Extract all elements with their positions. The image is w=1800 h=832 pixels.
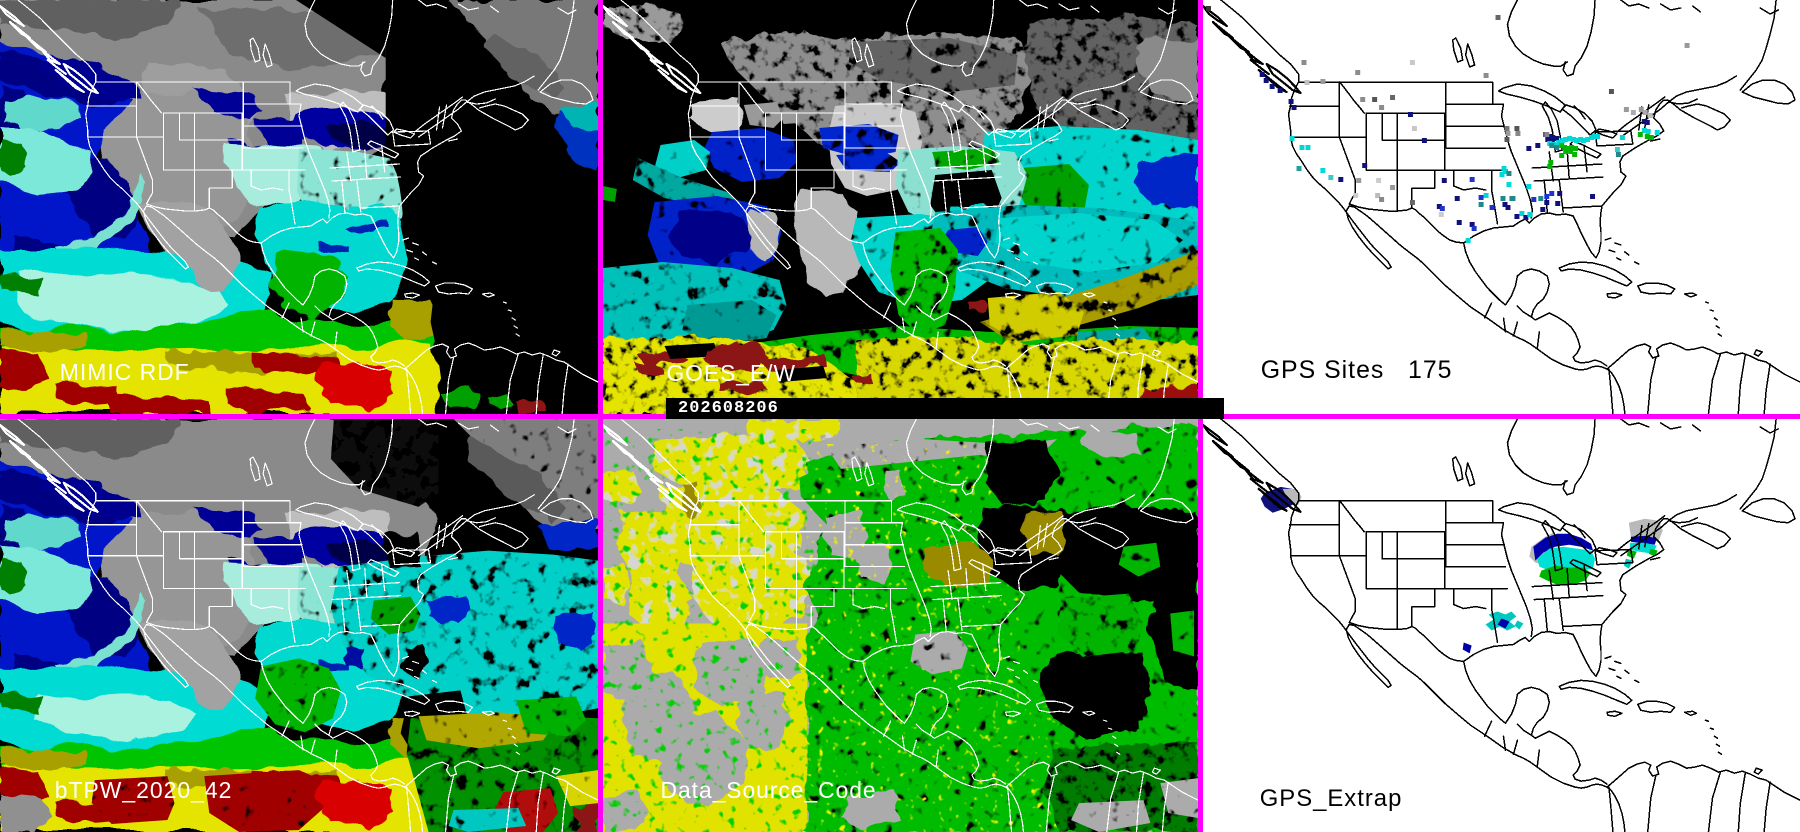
svg-text:Data_Source_Code: Data_Source_Code — [661, 777, 877, 803]
svg-text:MIMIC RDF: MIMIC RDF — [60, 359, 190, 385]
svg-text:GOES_E/W: GOES_E/W — [666, 360, 796, 386]
svg-text:bTPW_2020_42: bTPW_2020_42 — [55, 777, 233, 803]
svg-text:GPS_Extrap: GPS_Extrap — [1260, 785, 1403, 812]
svg-text:GPS Sites 175: GPS Sites 175 — [1261, 356, 1453, 384]
